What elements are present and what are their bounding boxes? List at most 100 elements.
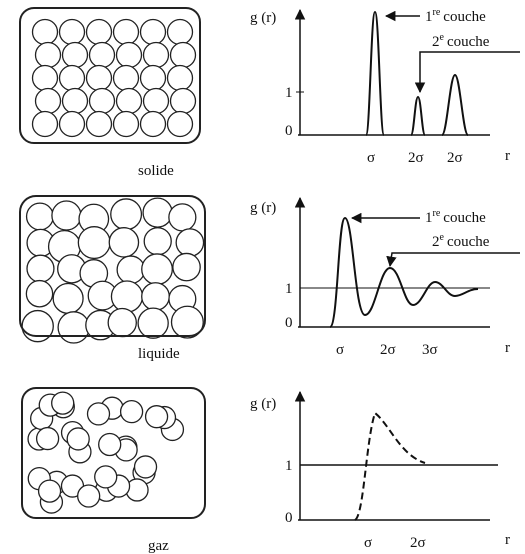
particle xyxy=(25,279,54,308)
y-tick-label: 0 xyxy=(285,510,293,526)
particle xyxy=(142,87,170,115)
particle xyxy=(34,87,62,115)
particle xyxy=(166,64,194,92)
particle xyxy=(108,227,140,258)
particle xyxy=(58,110,86,138)
y-tick-label: 0 xyxy=(285,123,293,139)
x-tick-label: 2σ xyxy=(447,150,463,166)
particle xyxy=(35,426,60,451)
particle xyxy=(58,18,86,46)
rdf-curve xyxy=(354,411,426,521)
particles xyxy=(21,18,205,514)
peak xyxy=(410,95,426,136)
x-tick-label: 2σ xyxy=(408,150,424,166)
particle xyxy=(85,18,113,46)
particle xyxy=(77,226,111,260)
x-axis-label: r xyxy=(505,148,510,164)
particle xyxy=(51,200,82,231)
peak xyxy=(441,73,469,136)
y-axis-label: g (r) xyxy=(250,396,276,412)
liquid-box xyxy=(19,195,206,337)
particle xyxy=(112,64,140,92)
y-tick-label: 1 xyxy=(285,458,293,474)
particle xyxy=(94,465,118,489)
particle xyxy=(143,227,172,256)
particle xyxy=(31,110,59,138)
particle xyxy=(61,41,89,69)
particle xyxy=(110,198,143,231)
particle xyxy=(141,282,170,311)
x-tick-label: σ xyxy=(364,535,372,551)
particle xyxy=(137,307,169,339)
x-tick-label: σ xyxy=(336,342,344,358)
peak xyxy=(365,10,385,136)
y-axis-label: g (r) xyxy=(250,10,276,26)
particle xyxy=(139,110,167,138)
particle xyxy=(57,311,90,344)
x-axis-label: r xyxy=(505,340,510,356)
annotation: 1re couche xyxy=(425,7,486,25)
particle xyxy=(26,254,55,283)
particle xyxy=(144,405,169,429)
y-tick-label: 1 xyxy=(285,85,293,101)
x-tick-label: 2σ xyxy=(380,342,396,358)
arrow xyxy=(386,252,520,268)
particle xyxy=(172,252,201,282)
solid-box xyxy=(19,7,201,144)
y-tick-label: 0 xyxy=(285,315,293,331)
annotation: 2e couche xyxy=(432,232,490,250)
y-axis-label: g (r) xyxy=(250,200,276,216)
particle xyxy=(175,228,205,257)
particle xyxy=(31,18,59,46)
particle xyxy=(139,64,167,92)
particle xyxy=(139,18,167,46)
panel-label: liquide xyxy=(138,346,180,362)
solid-chart: g (r) r 1 0 σ 2σ 2σ 1re couche 2e couche xyxy=(250,7,520,166)
particle xyxy=(88,41,116,69)
particle xyxy=(115,87,143,115)
particle xyxy=(169,87,197,115)
annotation: 2e couche xyxy=(432,32,490,50)
arrow xyxy=(414,51,520,94)
gas-chart: g (r) r 1 0 σ 2σ xyxy=(250,390,510,551)
particle xyxy=(25,202,54,231)
particle xyxy=(51,391,75,415)
particle xyxy=(170,305,204,339)
particle xyxy=(166,18,194,46)
liquid-chart: g (r) r 1 0 σ 2σ 3σ 1re couche 2e couche xyxy=(250,196,520,358)
particle xyxy=(86,402,111,426)
y-tick-label: 1 xyxy=(285,281,293,297)
particle xyxy=(142,197,173,228)
particle xyxy=(142,41,170,69)
x-tick-label: 2σ xyxy=(410,535,426,551)
particle xyxy=(112,110,140,138)
x-tick-label: σ xyxy=(367,150,375,166)
particle xyxy=(85,110,113,138)
x-axis-label: r xyxy=(505,532,510,548)
particle xyxy=(119,399,144,424)
particle xyxy=(168,203,197,232)
rdf-curve xyxy=(329,216,479,328)
particle xyxy=(169,41,197,69)
particle xyxy=(141,253,173,286)
particle xyxy=(133,455,158,479)
particle xyxy=(116,255,146,285)
particle xyxy=(112,18,140,46)
annotation: 1re couche xyxy=(425,208,486,226)
panel-label: solide xyxy=(138,163,174,179)
gas-box xyxy=(21,387,206,519)
particle xyxy=(37,479,62,503)
particle xyxy=(85,64,113,92)
panel-label: gaz xyxy=(148,538,169,554)
particle xyxy=(107,307,137,338)
x-tick-label: 3σ xyxy=(422,342,438,358)
particle xyxy=(31,64,59,92)
particle xyxy=(52,282,84,315)
particle xyxy=(98,432,122,457)
particle xyxy=(66,427,90,451)
particle xyxy=(58,64,86,92)
particle xyxy=(88,87,116,115)
particle xyxy=(110,280,144,313)
particle xyxy=(77,484,101,508)
